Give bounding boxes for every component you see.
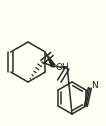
Text: OH: OH — [55, 62, 69, 71]
Text: N: N — [91, 81, 98, 89]
Polygon shape — [45, 52, 56, 67]
